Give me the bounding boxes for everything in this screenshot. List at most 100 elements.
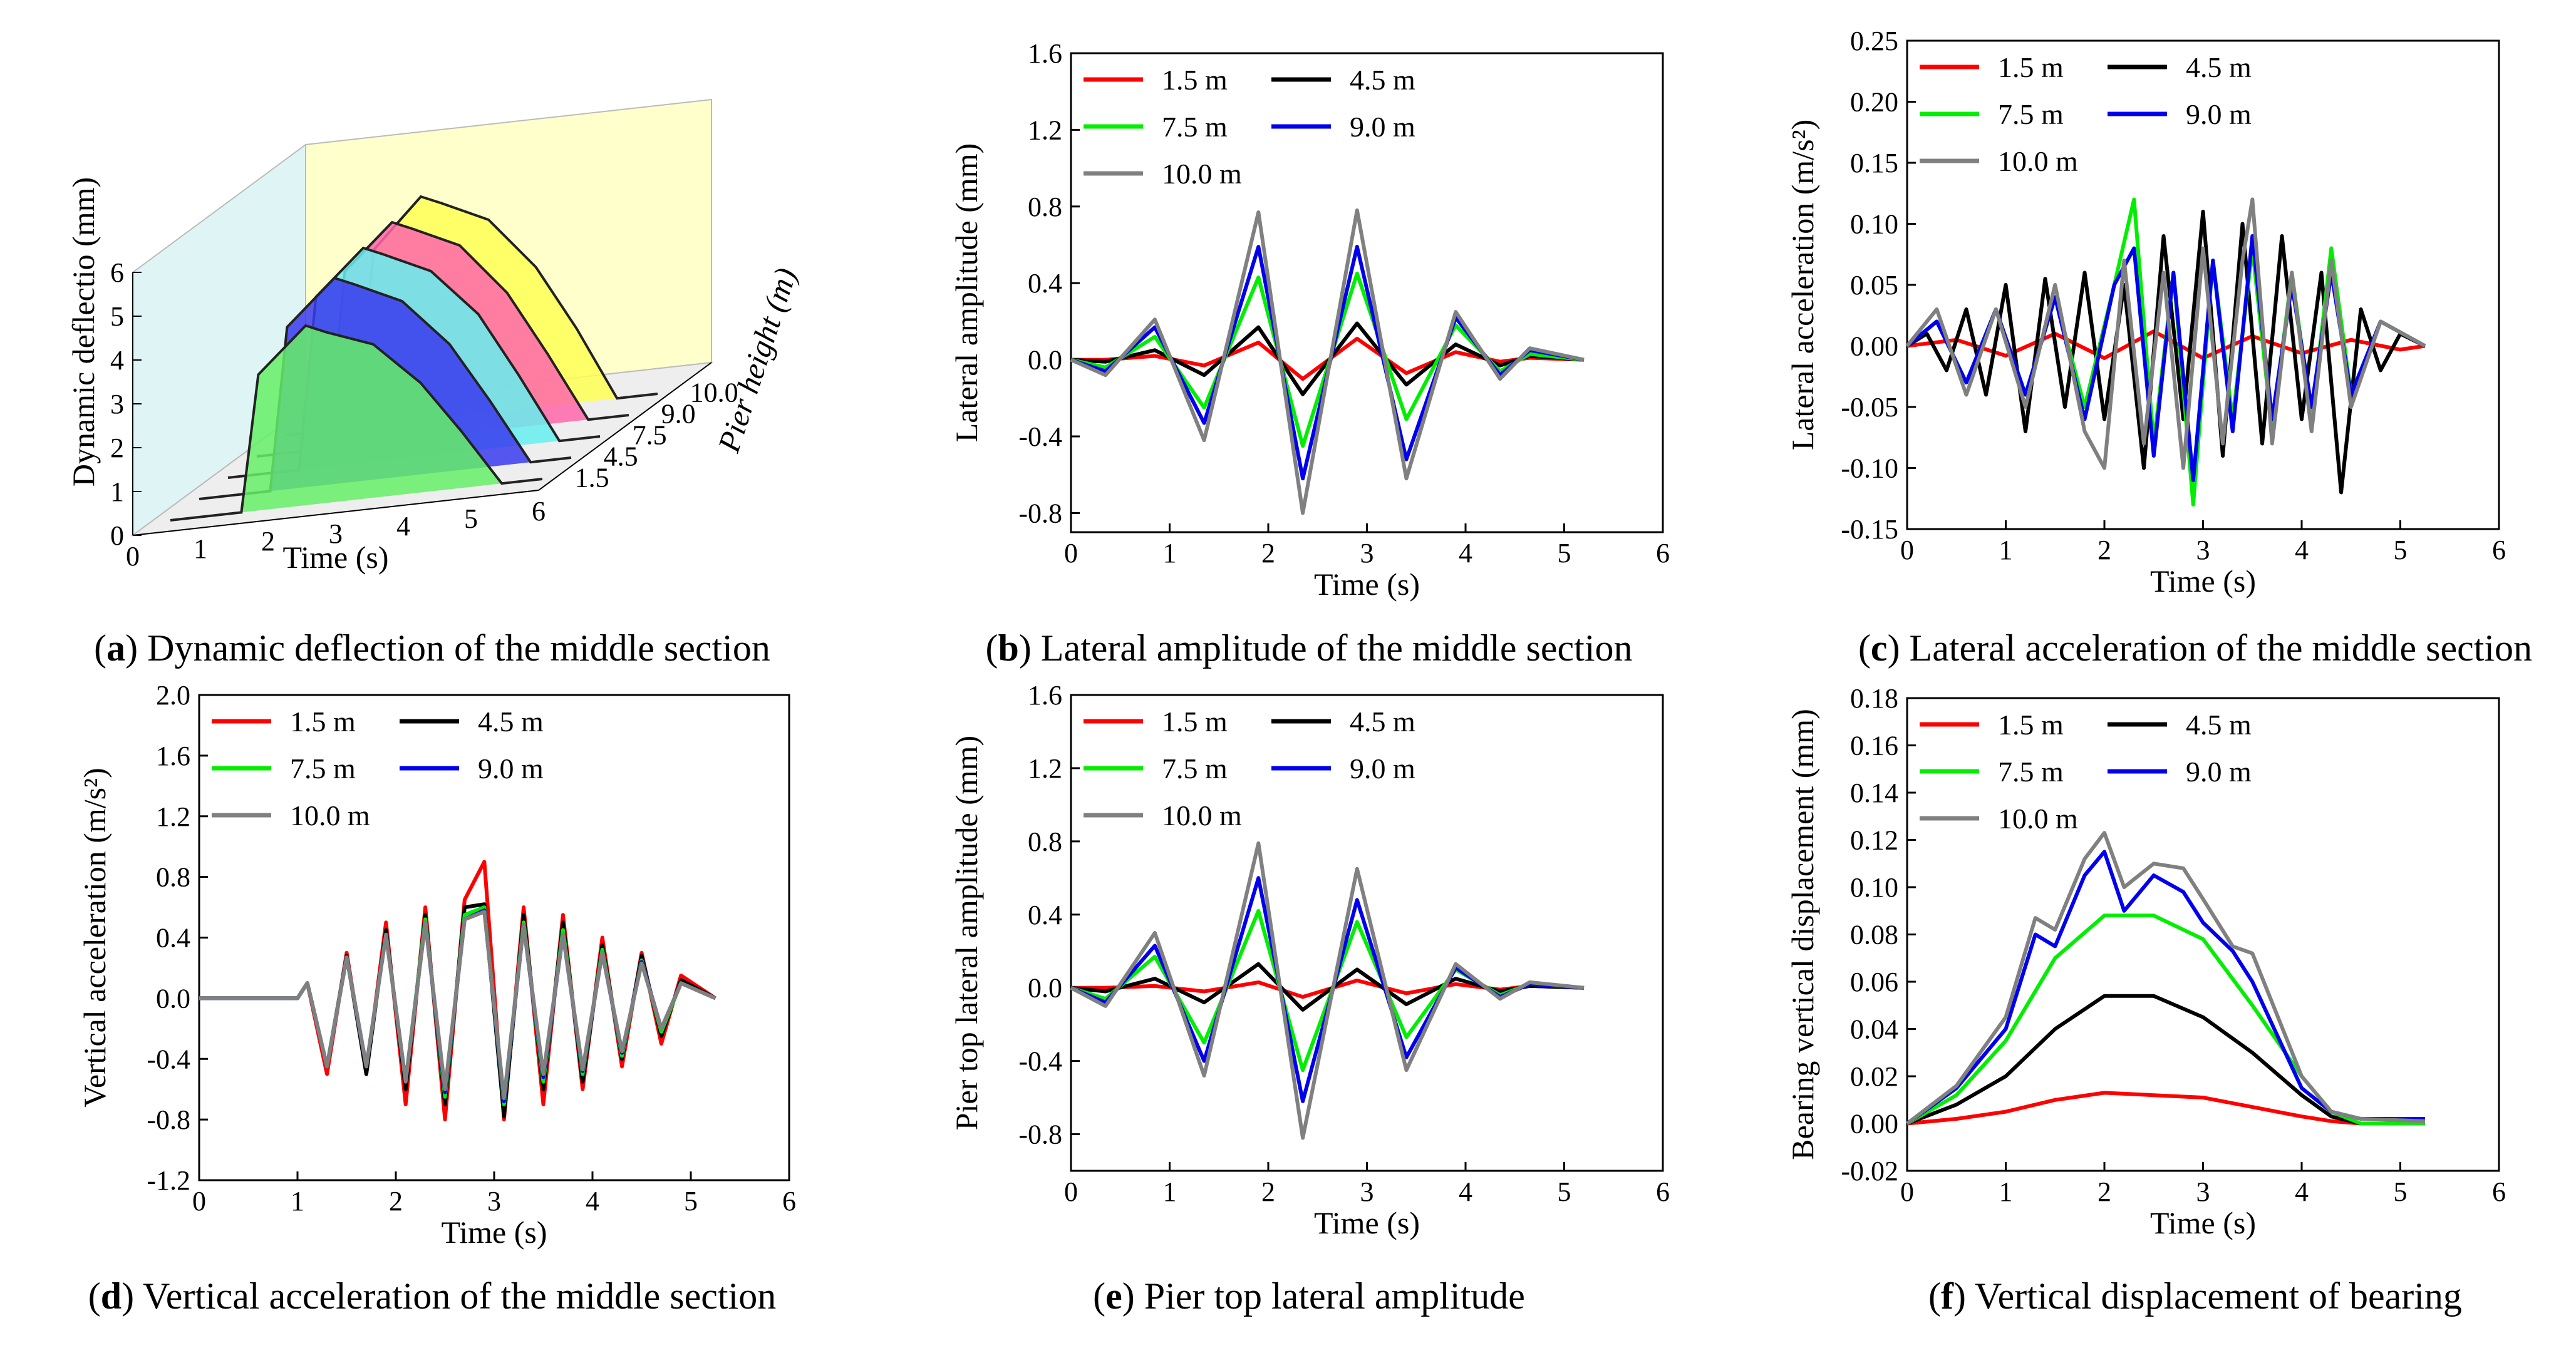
x-tick-label: 1	[1163, 1176, 1177, 1207]
y-tick-label: 1.6	[156, 741, 190, 771]
x-axis-title: Time (s)	[1314, 1205, 1420, 1240]
y-tick-label: -0.4	[1018, 1046, 1062, 1077]
y-tick-label: 0.4	[1028, 900, 1062, 930]
caption-b: (b) Lateral amplitude of the middle sect…	[985, 627, 1632, 669]
x-tick-label: 4	[2295, 535, 2309, 565]
z-tick-label: 1	[110, 476, 124, 507]
x-tick-label: 3	[2196, 535, 2210, 565]
y-tick-label: 0.10	[1850, 209, 1898, 240]
y-tick-label: 0.10	[1850, 872, 1898, 903]
y-tick-label: 1.2	[1028, 753, 1062, 784]
depth-tick-label: 4.5	[604, 441, 638, 472]
caption-paren-close: )	[122, 1275, 134, 1317]
depth-tick-label: 1.5	[575, 463, 609, 493]
legend-label: 7.5 m	[1998, 756, 2064, 788]
x-tick-label: 6	[2492, 1176, 2506, 1207]
x-tick-label: 5	[464, 503, 478, 534]
y-tick-label: 0.12	[1850, 825, 1898, 856]
x-tick-label: 0	[1064, 1176, 1078, 1207]
series-line	[1070, 208, 1585, 515]
panel-f: 0 1 2 3 4 5 6 -0.02 0.00 0.02 0.04 0.06 0.08 0.10 0.12…	[1785, 683, 2506, 1240]
x-tick-label: 4	[2295, 1176, 2309, 1207]
legend-label: 4.5 m	[478, 706, 544, 738]
legend-label: 10.0 m	[1162, 800, 1242, 831]
y-tick-label: 0.02	[1850, 1061, 1898, 1092]
legend-label: 10.0 m	[1998, 145, 2078, 177]
caption-letter: e	[1105, 1275, 1122, 1317]
legend-label: 7.5 m	[1162, 111, 1228, 143]
caption-paren-open: (	[88, 1275, 101, 1317]
x-tick-label: 2	[261, 526, 275, 557]
x-tick-label: 1	[1999, 1176, 2013, 1207]
x-tick-label: 5	[1558, 1176, 1571, 1207]
y-tick-label: 1.2	[1028, 115, 1062, 145]
y-axis-title: Lateral amplitude (mm)	[949, 143, 984, 443]
y-tick-label: -0.10	[1841, 453, 1898, 484]
legend-label: 1.5 m	[1162, 64, 1228, 96]
y-tick-label: 0.05	[1850, 270, 1898, 301]
y-tick-label: -0.05	[1841, 392, 1898, 423]
x-axis-title: Time (s)	[2150, 1205, 2256, 1240]
x-tick-label: 2	[1261, 538, 1275, 569]
x-tick-label: 2	[389, 1186, 403, 1217]
panel-c: 0 1 2 3 4 5 6 -0.15 -0.10 -0.05 0.00 0.05 0.10 0.15 0.…	[1785, 26, 2506, 599]
legend-label: 1.5 m	[1998, 51, 2064, 83]
x-tick-label: 0	[126, 541, 140, 572]
caption-text: Vertical displacement of bearing	[1966, 1275, 2462, 1317]
caption-paren-close: )	[1953, 1275, 1966, 1317]
caption-d: (d) Vertical acceleration of the middle …	[88, 1275, 776, 1317]
y-tick-label: 0.8	[1028, 192, 1062, 222]
caption-letter: c	[1871, 627, 1888, 669]
series-line	[1906, 831, 2426, 1125]
x-axis-line	[132, 490, 539, 536]
x-tick-label: 0	[1064, 538, 1078, 569]
x-axis-title: Time (s)	[441, 1215, 547, 1250]
y-tick-label: -0.8	[1018, 1119, 1062, 1150]
y-tick-label: -0.4	[147, 1044, 190, 1074]
series-area	[170, 326, 542, 520]
y-tick-label: 1.6	[1028, 680, 1062, 711]
y-tick-label: 0.00	[1850, 331, 1898, 362]
x-tick-label: 0	[192, 1186, 206, 1217]
series-line	[1906, 210, 2426, 495]
y-tick-label: 0.0	[1028, 973, 1062, 1004]
y-tick-label: 0.18	[1850, 683, 1898, 714]
x-tick-label: 6	[1656, 538, 1670, 569]
series-line	[199, 905, 716, 1106]
x-tick-label: 4	[396, 511, 410, 542]
y-tick-label: 0.0	[156, 983, 190, 1014]
y-tick-label: 0.08	[1850, 920, 1898, 950]
series-line	[1905, 197, 2426, 470]
legend-label: 1.5 m	[290, 706, 356, 738]
y-tick-label: 1.6	[1028, 38, 1062, 69]
x-axis-title: Time (s)	[2150, 563, 2256, 599]
x-tick-label: 2	[2098, 535, 2111, 565]
x-tick-label: 1	[194, 533, 207, 564]
x-tick-label: 3	[329, 518, 343, 549]
x-tick-label: 6	[532, 496, 546, 527]
y-tick-label: -0.8	[147, 1104, 190, 1135]
caption-paren-close: )	[125, 627, 138, 669]
y-tick-label: 0.15	[1850, 148, 1898, 178]
legend-label: 10.0 m	[1998, 803, 2078, 835]
x-tick-label: 6	[1656, 1176, 1670, 1207]
z-tick-label: 2	[110, 433, 124, 463]
caption-paren-open: (	[1858, 627, 1871, 669]
x-tick-label: 5	[2394, 535, 2408, 565]
y-axis-title: Bearing vertical displacement (mm)	[1785, 709, 1820, 1160]
y-tick-label: 0.16	[1850, 731, 1898, 761]
x-tick-label: 2	[1261, 1176, 1275, 1207]
panel-d: 0 1 2 3 4 5 6 -1.2 -0.8 -0.4 0.0 0.4 0.8 1.2 1.6 2.0 Tim…	[77, 680, 796, 1250]
legend-label: 9.0 m	[1350, 111, 1415, 143]
y-tick-label: 0.20	[1850, 87, 1898, 118]
caption-text: Dynamic deflection of the middle section	[138, 627, 770, 669]
x-tick-label: 0	[1900, 1176, 1914, 1207]
x-tick-label: 1	[291, 1186, 304, 1217]
caption-text: Vertical acceleration of the middle sect…	[134, 1275, 776, 1317]
depth-axis-line	[538, 362, 712, 491]
x-tick-label: 4	[1459, 1176, 1472, 1207]
panel-a: 0 1 2 3 4 5 6 Dynamic deflectio (mm) 0 1 2 3 4 5 6 Time…	[66, 98, 804, 575]
series-line	[1070, 962, 1585, 1012]
x-tick-label: 3	[487, 1186, 501, 1217]
y-tick-label: 0.0	[1028, 345, 1062, 376]
